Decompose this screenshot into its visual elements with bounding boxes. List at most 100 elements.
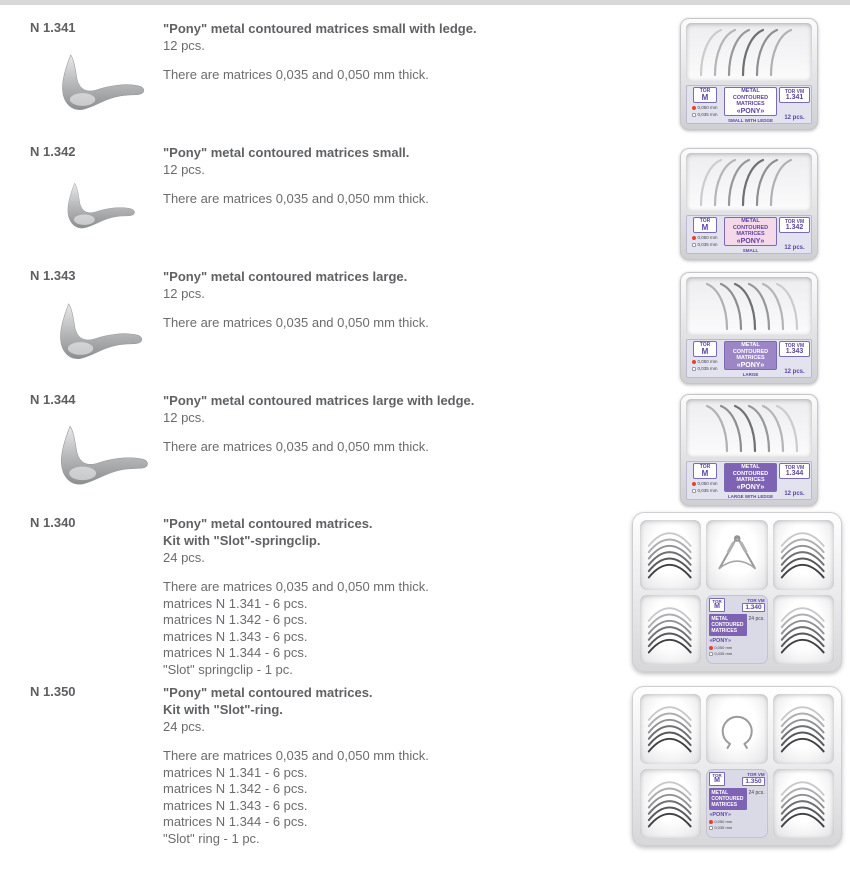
tor-logo: TOR M (693, 341, 717, 357)
red-dot-icon (692, 235, 697, 240)
label-center: METAL CONTOURED MATRICES «PONY» LARGE WI… (724, 463, 777, 499)
label-title-box: METAL CONTOURED MATRICES «PONY» (724, 341, 777, 370)
label-left: TOR M 0,050 mm 0,035 mm (688, 87, 722, 122)
label-size: SMALL (742, 247, 759, 253)
package-label: TOR M 0,050 mm 0,035 mm METAL CONTOURED M… (686, 339, 812, 378)
product-row: N 1.344 "Pony" metal contoured matrices … (0, 382, 850, 506)
product-description: There are matrices 0,035 and 0,050 mm th… (163, 579, 429, 677)
product-description: There are matrices 0,035 and 0,050 mm th… (163, 439, 429, 454)
label-right: TOR VM 1.343 12 pcs. (779, 341, 810, 376)
label-left: TOR M 0,050 mm 0,035 mm (688, 217, 722, 252)
matrix-band-photo (61, 54, 145, 111)
package-label: TOR M 0,050 mm 0,035 mm METAL CONTOURED M… (686, 461, 812, 500)
product-text: "Pony" metal contoured matrices. Kit wit… (163, 684, 663, 847)
package-matrices-window (686, 399, 812, 457)
white-square-icon (692, 242, 697, 247)
product-text: "Pony" metal contoured matrices small. 1… (163, 144, 663, 208)
package-photo: TOR M 0,050 mm 0,035 mm METAL CONTOURED M… (680, 272, 818, 384)
label-center: METAL CONTOURED MATRICES «PONY» SMALL (724, 217, 777, 253)
tor-m-icon: M (701, 347, 709, 356)
kit-compartment-matrices (640, 520, 702, 590)
red-dot-icon (692, 359, 697, 364)
product-title: "Pony" metal contoured matrices large. (163, 269, 408, 284)
product-description: There are matrices 0,035 and 0,050 mm th… (163, 67, 429, 82)
label-ref-box: TOR VM 1.341 (779, 87, 810, 103)
product-text: "Pony" metal contoured matrices large. 1… (163, 268, 663, 332)
product-code: N 1.343 (30, 268, 76, 283)
label-title-box: METAL CONTOURED MATRICES «PONY» (724, 463, 777, 492)
kit-label-title-box: METAL CONTOURED MATRICES (709, 788, 747, 810)
tor-logo: TOR M (709, 597, 725, 612)
label-title-box: METAL CONTOURED MATRICES «PONY» (724, 217, 777, 246)
product-title: "Pony" metal contoured matrices small. (163, 145, 410, 160)
label-pcs: 12 pcs. (784, 369, 805, 375)
product-title: "Pony" metal contoured matrices. Kit wit… (163, 516, 373, 548)
kit-compartment-matrices (640, 594, 702, 664)
thickness-035: 0,035 mm (709, 825, 764, 830)
kit-compartment-matrices (772, 768, 834, 838)
label-center: METAL CONTOURED MATRICES «PONY» LARGE (724, 341, 777, 377)
label-right: TOR VM 1.344 12 pcs. (779, 463, 810, 498)
thickness-050: 0,050 mm (692, 105, 718, 110)
label-title-box: METAL CONTOURED MATRICES «PONY» (724, 87, 777, 116)
tor-m-icon: M (714, 777, 720, 784)
label-ref-box: TOR VM 1.343 (779, 341, 810, 357)
product-quantity: 12 pcs. (163, 286, 205, 301)
kit-grid: TOR M TOR VM 1.350 METAL CONTOURED MATRICE… (640, 694, 834, 838)
label-pcs: 12 pcs. (784, 491, 805, 497)
product-row: N 1.340 "Pony" metal contoured matrices.… (0, 505, 850, 677)
product-quantity: 12 pcs. (163, 162, 205, 177)
package-photo: TOR M 0,050 mm 0,035 mm METAL CONTOURED M… (680, 18, 818, 130)
tor-logo: TOR M (709, 771, 725, 786)
product-quantity: 12 pcs. (163, 410, 205, 425)
white-square-icon (692, 488, 697, 493)
package-label: TOR M 0,050 mm 0,035 mm METAL CONTOURED M… (686, 215, 812, 254)
label-pcs: 12 pcs. (784, 115, 805, 121)
thickness-035: 0,035 mm (692, 488, 718, 493)
matrix-band-photo (59, 303, 143, 360)
white-square-icon (709, 825, 714, 830)
kit-label-pony: «PONY» (709, 812, 732, 818)
tor-m-icon: M (714, 603, 720, 610)
white-square-icon (692, 366, 697, 371)
tor-m-icon: M (701, 469, 709, 478)
product-description: There are matrices 0,035 and 0,050 mm th… (163, 315, 429, 330)
product-code: N 1.344 (30, 392, 76, 407)
thickness-050: 0,050 mm (692, 359, 718, 364)
package-matrices-window (686, 23, 812, 81)
tor-logo: TOR M (693, 217, 717, 233)
kit-ref-box: TOR VM 1.350 (742, 772, 765, 786)
product-title: "Pony" metal contoured matrices large wi… (163, 393, 475, 408)
product-text: "Pony" metal contoured matrices small wi… (163, 20, 663, 84)
label-size: LARGE (742, 371, 759, 377)
kit-compartment-matrices (772, 520, 834, 590)
tor-m-icon: M (701, 93, 709, 102)
kit-tray-photo: TOR M TOR VM 1.340 METAL CONTOURED MATRICE… (632, 512, 842, 672)
kit-label-top: TOR M TOR VM 1.340 (709, 597, 765, 612)
label-left: TOR M 0,050 mm 0,035 mm (688, 341, 722, 376)
white-square-icon (709, 651, 714, 656)
label-ref-box: TOR VM 1.344 (779, 463, 810, 479)
package-label: TOR M 0,050 mm 0,035 mm METAL CONTOURED M… (686, 85, 812, 124)
label-size: LARGE WITH LEDGE (727, 493, 774, 499)
thickness-050: 0,050 mm (709, 645, 764, 650)
kit-label-pony: «PONY» (709, 638, 732, 644)
tor-logo: TOR M (693, 463, 717, 479)
product-row: N 1.350 "Pony" metal contoured matrices.… (0, 674, 850, 874)
product-code: N 1.340 (30, 515, 76, 530)
label-right: TOR VM 1.341 12 pcs. (779, 87, 810, 122)
package-photo: TOR M 0,050 mm 0,035 mm METAL CONTOURED M… (680, 148, 818, 260)
red-dot-icon (709, 645, 714, 650)
kit-compartment-matrices (772, 594, 834, 664)
label-left: TOR M 0,050 mm 0,035 mm (688, 463, 722, 498)
product-code: N 1.341 (30, 20, 76, 35)
label-ref-box: TOR VM 1.342 (779, 217, 810, 233)
product-text: "Pony" metal contoured matrices large wi… (163, 392, 663, 456)
kit-label: TOR M TOR VM 1.350 METAL CONTOURED MATRICE… (706, 768, 768, 838)
thickness-050: 0,050 mm (692, 235, 718, 240)
label-pcs: 12 pcs. (784, 245, 805, 251)
kit-label-mid: METAL CONTOURED MATRICES 24 pcs. (709, 614, 765, 636)
product-row: N 1.343 "Pony" metal contoured matrices … (0, 258, 850, 384)
product-text: "Pony" metal contoured matrices. Kit wit… (163, 515, 663, 678)
red-dot-icon (692, 105, 697, 110)
